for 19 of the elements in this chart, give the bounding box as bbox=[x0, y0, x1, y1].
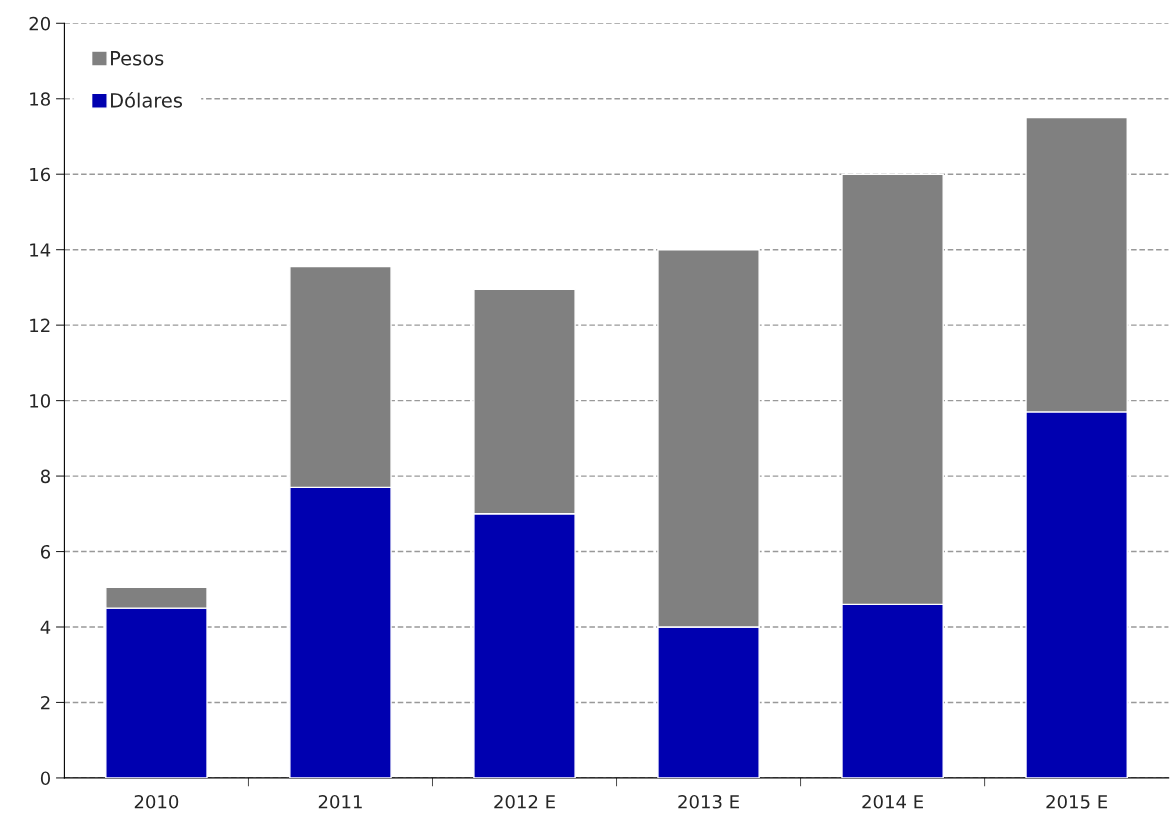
x-tick-label: 2013 E bbox=[678, 794, 739, 809]
x-tick-label: 2011 bbox=[318, 794, 362, 809]
legend-label: Dólares bbox=[111, 91, 183, 108]
legend-label: Pesos bbox=[111, 51, 164, 66]
x-tick-label: 2015 E bbox=[1046, 794, 1108, 809]
y-tick-label: 20 bbox=[29, 16, 51, 31]
x-tick-label: 2010 bbox=[134, 794, 179, 809]
y-tick-label: 6 bbox=[40, 544, 51, 559]
y-tick-label: 0 bbox=[40, 771, 51, 786]
y-tick-label: 10 bbox=[30, 394, 51, 408]
y-tick-label: 12 bbox=[30, 318, 50, 333]
y-tick-label: 16 bbox=[30, 167, 51, 182]
y-tick-label: 8 bbox=[40, 469, 50, 484]
y-tick-label: 2 bbox=[41, 695, 50, 710]
x-tick-label: 2012 E bbox=[494, 794, 555, 809]
y-tick-label: 14 bbox=[30, 243, 51, 257]
y-tick-label: 4 bbox=[40, 620, 51, 634]
y-tick-label: 18 bbox=[30, 92, 50, 106]
x-tick-label: 2014 E bbox=[862, 794, 923, 809]
